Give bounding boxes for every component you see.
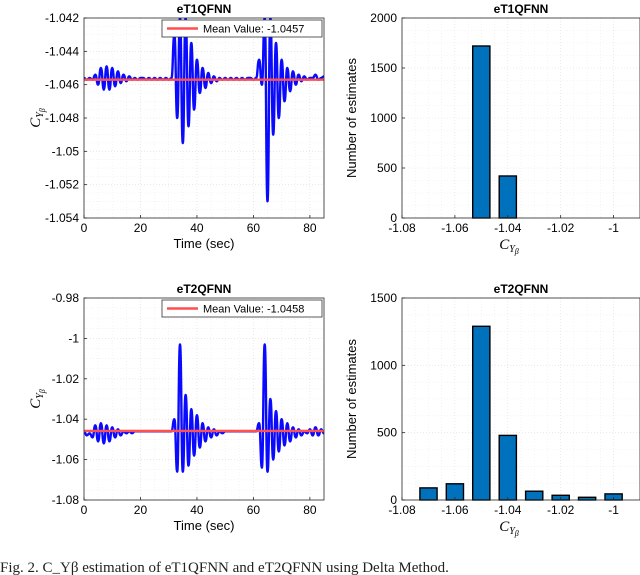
- ts1-xtick-label: 60: [247, 221, 261, 235]
- ts1-title: eT1QFNN: [177, 2, 232, 16]
- ts2-xtick-label: 80: [303, 503, 317, 517]
- h2-ytick-label: 1500: [370, 291, 397, 305]
- h2-bar-6: [577, 496, 597, 501]
- h1-ytick-label: 0: [390, 211, 397, 225]
- ts1-ytick-label: -1.052: [45, 178, 79, 192]
- ts2-axes-box: [83, 297, 325, 501]
- ts2-xtick-label: 0: [81, 503, 88, 517]
- ts1-xtick-label: 0: [81, 221, 88, 235]
- ts1-ylabel-symbol: C: [28, 117, 44, 128]
- h2-xlabel-symbol: C: [499, 519, 510, 535]
- ts1-ylabel-sub2: β: [38, 108, 47, 113]
- ts1-xtick-label: 80: [303, 221, 317, 235]
- ts2-legend: [161, 299, 323, 318]
- ts2-grid: [83, 297, 324, 501]
- h1-bar-0: [472, 45, 491, 219]
- ts2-title: eT2QFNN: [177, 282, 232, 296]
- ts2-ytick-label: -1.06: [52, 453, 80, 467]
- h2-xtick-label: -1.06: [441, 503, 469, 517]
- ts2-ytick-label: -1.02: [52, 372, 80, 386]
- h1-xtick-label: -1.06: [441, 221, 469, 235]
- ts1-ytick-label: -1.042: [45, 11, 79, 25]
- h1-xtick-label: -1.08: [388, 221, 416, 235]
- h2-xtick-label: -1.04: [494, 503, 522, 517]
- h1-ytick-label: 2000: [370, 11, 397, 25]
- h1-ytick-label: 1000: [370, 111, 397, 125]
- h2-bar-0: [419, 487, 438, 501]
- ts1-ylabel: CYβ: [28, 108, 47, 128]
- ts2-ytick-label: -0.98: [52, 291, 80, 305]
- ts1-legend-label: Mean Value: -1.0457: [203, 24, 304, 36]
- h2-title: eT2QFNN: [494, 282, 549, 296]
- h2-bar-2: [472, 325, 491, 501]
- h1-bar-1: [498, 175, 518, 219]
- ts2-legend-label: Mean Value: -1.0458: [203, 304, 304, 316]
- panel-h1: -1.08 -1.06 -1.04 -1.02 -1 0 500 1000 1500 2000 eT…: [344, 2, 640, 235]
- ts1-legend: [161, 19, 323, 38]
- ts2-xlabel: Time (sec): [174, 518, 235, 533]
- ts1-xlabel: Time (sec): [174, 236, 235, 251]
- panel-ts1: Mean Value: -1.0457 0 20 40 60 80 -1.054 -1.052…: [45, 2, 325, 251]
- panel-h2: -1.08 -1.06 -1.04 -1.02 -1 0 500 1000 1500 eT2QFN…: [344, 282, 640, 517]
- h2-ytick-label: 500: [377, 426, 397, 440]
- h1-ytick-label: 1500: [370, 61, 397, 75]
- ts2-ytick-label: -1.08: [52, 493, 80, 507]
- ts1-estimate-line: [84, 18, 324, 203]
- h2-xlabel-sub2: β: [514, 529, 519, 538]
- h2-axes-box: [401, 297, 640, 501]
- h2-bar-4: [524, 490, 544, 501]
- ts2-ytick-label: -1: [68, 331, 79, 345]
- h1-title: eT1QFNN: [494, 2, 549, 16]
- h2-xlabel-sub1: Y: [509, 526, 516, 537]
- h1-ylabel: Number of estimates: [344, 58, 359, 178]
- ts1-ylabel-sub1: Y: [35, 111, 46, 118]
- panel-ts2: Mean Value: -1.0458 0 20 40 60 80 -1.08 -1.06 -1…: [52, 282, 325, 533]
- ts2-ylabel-sub2: β: [38, 389, 47, 394]
- ts2-ylabel: CYβ: [28, 389, 47, 409]
- h2-xtick-label: -1.08: [388, 503, 416, 517]
- h1-ytick-label: 500: [377, 161, 397, 175]
- ts2-ytick-label: -1.04: [52, 412, 80, 426]
- ts2-ylabel-symbol: C: [28, 398, 44, 409]
- ts1-xtick-label: 40: [190, 221, 204, 235]
- ts2-xtick-label: 20: [134, 503, 148, 517]
- h2-xtick-label: -1: [608, 503, 619, 517]
- h1-xtick-label: -1.02: [547, 221, 575, 235]
- ts1-ytick-label: -1.046: [45, 78, 79, 92]
- ts2-ylabel-sub1: Y: [35, 392, 46, 399]
- h1-xtick-label: -1: [608, 221, 619, 235]
- h2-bar-3: [498, 434, 518, 501]
- ts1-ytick-label: -1.05: [52, 144, 80, 158]
- h2-xlabel: CYβ: [499, 519, 519, 538]
- h2-xtick-label: -1.02: [547, 503, 575, 517]
- ts2-xtick-label: 60: [247, 503, 261, 517]
- ts1-ytick-label: -1.048: [45, 111, 79, 125]
- h2-ytick-label: 0: [390, 493, 397, 507]
- figure-caption: Fig. 2. C_Yβ estimation of eT1QFNN and e…: [0, 560, 449, 575]
- h1-xlabel-sub1: Y: [509, 244, 516, 255]
- ts1-grid: [83, 17, 324, 219]
- h1-xtick-label: -1.04: [494, 221, 522, 235]
- ts1-ytick-label: -1.044: [45, 44, 79, 58]
- ts1-xtick-label: 20: [134, 221, 148, 235]
- h1-xlabel-symbol: C: [499, 237, 510, 253]
- ts2-xtick-label: 40: [190, 503, 204, 517]
- h2-ylabel: Number of estimates: [344, 339, 359, 459]
- h2-ytick-label: 1000: [370, 358, 397, 372]
- ts1-ytick-label: -1.054: [45, 211, 79, 225]
- h1-xlabel: CYβ: [499, 237, 519, 256]
- h1-xlabel-sub2: β: [514, 247, 519, 256]
